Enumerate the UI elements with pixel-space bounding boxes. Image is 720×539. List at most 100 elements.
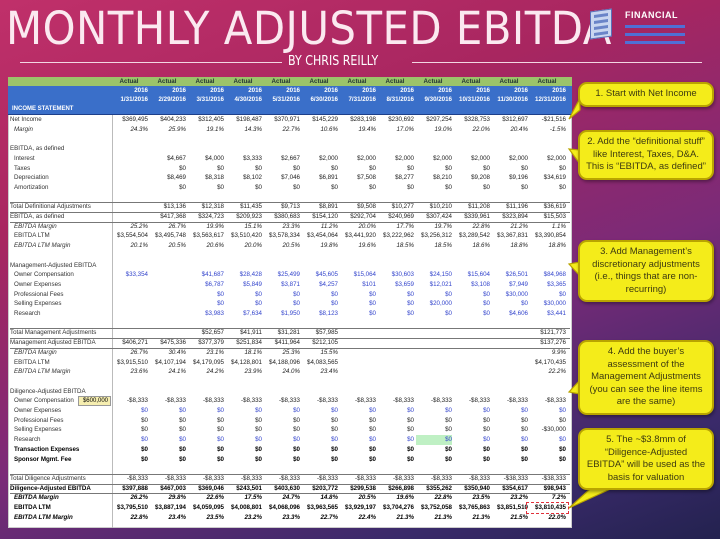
table-cell: $324,723: [198, 213, 224, 220]
table-cell: $0: [521, 300, 528, 308]
column-divider: [112, 115, 113, 528]
table-cell: 22.2%: [548, 368, 566, 376]
table-cell: 18.5%: [396, 242, 414, 250]
byline: BY CHRIS REILLY: [0, 54, 720, 70]
table-cell: 14.3%: [244, 125, 262, 133]
table-cell: $4,068,096: [269, 504, 300, 511]
table-cell: -$8,333: [127, 397, 148, 405]
page-title: MONTHLY ADJUSTED EBITDA: [6, 2, 612, 55]
table-cell: 20.5%: [282, 242, 300, 250]
table-cell: $26,501: [505, 271, 528, 279]
table-cell: $3,390,854: [535, 232, 566, 240]
table-cell: $0: [521, 416, 528, 424]
table-cell: $0: [293, 445, 300, 453]
column-date: 11/30/2016: [497, 95, 528, 103]
table-cell: $4,170,435: [535, 358, 566, 366]
table-cell: $3,871: [281, 280, 300, 288]
table-cell: $380,683: [274, 213, 300, 220]
table-cell: $0: [483, 290, 490, 298]
table-cell: $203,772: [312, 484, 338, 492]
table-cell: $10,210: [429, 203, 452, 211]
owner-comp-input[interactable]: $600,000: [78, 396, 111, 406]
table-cell: -1.5%: [549, 125, 566, 133]
table-cell: 1.1%: [551, 222, 566, 230]
column-date: 1/31/2016: [120, 95, 148, 103]
callout-3: 3. Add Management’s discretionary adjust…: [578, 240, 714, 302]
table-cell: $3,578,334: [269, 232, 300, 240]
table-cell: $467,003: [160, 484, 186, 492]
table-cell: 22.8%: [472, 222, 490, 230]
table-cell: 25.9%: [168, 125, 186, 133]
table-cell: $0: [483, 300, 490, 308]
table-cell: $15,064: [353, 271, 376, 279]
table-cell: $45,605: [315, 271, 338, 279]
column-year: 2016: [210, 86, 224, 94]
table-cell: $307,424: [426, 213, 452, 220]
row-label: EBITDA LTM: [14, 504, 51, 511]
table-cell: $154,120: [312, 213, 338, 220]
table-cell: $406,271: [122, 339, 148, 347]
table-cell: $3,963,565: [307, 504, 338, 511]
table-cell: $8,318: [205, 174, 224, 182]
selected-cell[interactable]: [416, 435, 452, 445]
table-cell: $266,898: [388, 484, 414, 492]
table-cell: 21.5%: [510, 513, 528, 521]
table-cell: $0: [293, 436, 300, 444]
author: BY CHRIS REILLY: [288, 54, 379, 69]
table-cell: $20,000: [429, 300, 452, 308]
table-cell: $41,687: [201, 271, 224, 279]
table-cell: $0: [521, 407, 528, 414]
table-cell: $0: [445, 290, 452, 298]
table-cell: $0: [255, 445, 262, 453]
table-cell: -$8,333: [545, 397, 566, 405]
table-cell: $2,000: [433, 154, 452, 162]
column-date: 5/31/2016: [272, 95, 300, 103]
column-year: 2016: [400, 86, 414, 94]
column-date: 12/31/2016: [535, 95, 566, 103]
table-cell: -$8,333: [469, 397, 490, 405]
table-cell: $3,367,831: [497, 232, 528, 240]
table-cell: -$8,333: [431, 474, 452, 482]
table-cell: $98,943: [543, 484, 566, 492]
table-cell: $9,713: [281, 203, 300, 211]
table-cell: $0: [331, 426, 338, 434]
table-cell: $0: [255, 407, 262, 414]
table-cell: $0: [369, 310, 376, 317]
table-cell: $9,508: [357, 203, 376, 211]
row-label: Selling Expenses: [14, 300, 62, 308]
table-cell: -$30,000: [541, 426, 566, 434]
column-date: 4/30/2016: [234, 95, 262, 103]
table-cell: $41,911: [240, 329, 262, 337]
row-label: EBITDA Margin: [14, 222, 57, 230]
table-cell: $7,046: [281, 174, 300, 182]
column-period: Actual: [271, 77, 291, 85]
table-cell: $417,368: [160, 213, 186, 220]
period-type-row: [8, 77, 572, 86]
table-cell: $7,634: [243, 310, 262, 317]
table-cell: $0: [521, 436, 528, 444]
row-label: EBITDA Margin: [14, 348, 57, 356]
table-cell: $137,276: [540, 339, 566, 347]
column-year: 2016: [172, 86, 186, 94]
row-label: EBITDA Margin: [14, 494, 59, 502]
row-label: Owner Expenses: [14, 280, 62, 288]
table-cell: $339,961: [464, 213, 490, 220]
table-cell: -$8,333: [469, 474, 490, 482]
table-cell: 19.9%: [206, 222, 224, 230]
table-cell: 10.6%: [320, 125, 338, 133]
table-cell: $0: [217, 416, 224, 424]
table-cell: $0: [559, 416, 566, 424]
table-cell: 30.4%: [168, 348, 186, 356]
table-cell: $3,983: [205, 310, 224, 317]
table-cell: $3,887,194: [155, 504, 186, 511]
table-cell: $297,254: [426, 116, 452, 123]
table-cell: $4,606: [509, 310, 528, 317]
table-cell: -$8,333: [203, 397, 224, 405]
table-cell: -$8,333: [355, 474, 376, 482]
table-cell: $7,949: [509, 280, 528, 288]
column-period: Actual: [157, 77, 177, 85]
table-cell: $2,000: [547, 154, 566, 162]
table-cell: $243,501: [236, 484, 262, 492]
table-cell: -$8,333: [317, 474, 338, 482]
table-cell: $0: [445, 407, 452, 414]
